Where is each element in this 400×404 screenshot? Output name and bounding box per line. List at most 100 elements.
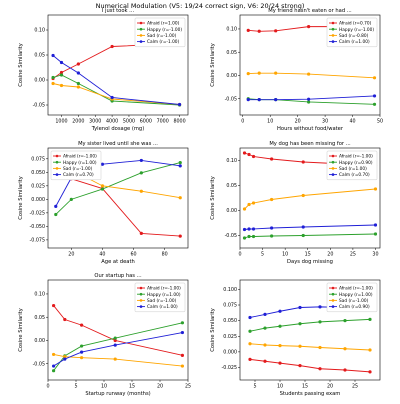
data-point-afraid — [52, 303, 56, 308]
data-point-afraid — [63, 317, 67, 322]
data-point-calm — [59, 60, 64, 65]
data-point-sad — [113, 357, 117, 361]
chart-panel-3: My sister lived until she was ... 20 40 60 8… — [18, 141, 189, 265]
data-point-happy — [100, 187, 105, 191]
y-tick-label: 0.10 — [226, 158, 237, 164]
data-point-afraid — [301, 160, 305, 164]
y-tick-label: -0.05 — [225, 96, 237, 102]
data-point-happy — [298, 322, 302, 326]
y-tick-label: 0.10 — [226, 27, 237, 33]
figure-suptitle: Numerical Modulation (V5: 19/24 correct … — [95, 2, 305, 10]
x-tick-label: 20 — [327, 384, 333, 390]
data-point-calm — [298, 305, 302, 310]
data-point-calm — [139, 158, 143, 163]
legend-label: Happy (r=-1.00) — [339, 27, 374, 33]
data-point-sad — [263, 343, 267, 347]
legend-marker — [55, 173, 59, 176]
data-point-afraid — [251, 154, 256, 159]
data-point-calm — [113, 343, 117, 347]
data-point-sad — [247, 202, 251, 207]
legend: Afraid (r=1.00)Happy (r=-1.00)Sad (r=-1.… — [134, 17, 186, 48]
legend-marker — [331, 173, 335, 176]
legend-label: Afraid (r=-1.00) — [339, 286, 373, 292]
legend-marker — [331, 21, 335, 25]
x-tick-label: 10 — [282, 252, 288, 258]
legend-box — [326, 282, 378, 313]
data-point-sad — [298, 344, 302, 348]
y-axis-label: Cosine Similarity — [18, 176, 24, 220]
data-point-sad — [139, 189, 143, 193]
legend-marker — [55, 154, 59, 158]
data-point-afraid — [274, 29, 278, 33]
y-tick-label: 0.00 — [226, 208, 237, 214]
y-tick-label: 0.05 — [34, 53, 45, 59]
chart-panel-1: I just took ... 1000 2000 3000 4000 5000 6000 7… — [18, 8, 189, 132]
legend: Afraid (r=-1.00)Happy (r=1.00)Sad (r=-1.… — [50, 150, 102, 181]
data-point-happy — [270, 234, 274, 238]
legend-marker — [139, 21, 143, 25]
data-point-happy — [51, 75, 55, 80]
data-point-happy — [139, 171, 143, 175]
legend-label: Sad (r=-1.00) — [147, 33, 177, 39]
data-point-afraid — [180, 353, 184, 357]
data-point-afraid — [59, 70, 64, 75]
data-point-sad — [307, 72, 311, 76]
x-tick-label: 0 — [241, 119, 244, 125]
x-tick-label: 20 — [327, 252, 333, 258]
y-tick-label: 0.00 — [34, 338, 45, 344]
data-point-calm — [180, 330, 184, 335]
data-point-sad — [301, 193, 305, 198]
data-point-happy — [180, 321, 184, 325]
chart-panel-2: My friend hasn't eaten or had ... 0 10 20 30… — [210, 8, 383, 132]
legend-label: Calm (r=0.70) — [63, 172, 94, 178]
data-point-sad — [373, 187, 378, 191]
legend-marker — [139, 40, 143, 43]
data-point-afraid — [343, 368, 347, 372]
data-point-calm — [278, 309, 282, 313]
data-point-calm — [257, 98, 261, 102]
data-point-afraid — [307, 25, 311, 29]
x-tick-label: 15 — [305, 252, 311, 258]
legend-label: Calm (r=-1.00) — [147, 39, 180, 45]
legend-marker — [331, 160, 335, 164]
data-point-afraid — [246, 28, 250, 32]
data-point-sad — [52, 352, 56, 357]
data-point-afraid — [368, 370, 372, 374]
legend-marker — [139, 34, 143, 37]
legend-marker — [55, 167, 59, 170]
legend-label: Happy (r=1.00) — [147, 292, 181, 298]
data-point-calm — [270, 226, 274, 230]
data-point-calm — [177, 102, 182, 107]
data-point-happy — [247, 234, 251, 239]
x-axis-label: Age at death — [101, 259, 135, 265]
legend-marker — [331, 27, 335, 31]
y-axis-label: Cosine Similarity — [18, 308, 24, 352]
data-point-sad — [100, 184, 105, 188]
data-point-happy — [248, 329, 252, 333]
x-axis-label: Students passing exam — [280, 391, 341, 397]
legend: Afraid (r=0.70)Happy (r=-1.00)Sad (r=-0.… — [326, 17, 378, 48]
data-point-happy — [52, 369, 56, 373]
legend-marker — [331, 286, 335, 290]
data-point-calm — [251, 227, 256, 231]
x-tick-label: 6000 — [140, 119, 152, 125]
chart-panel-5: Our startup has ... 0 5 10 15 20 25 -0.05 0.00 0.… — [18, 273, 191, 397]
data-point-happy — [80, 344, 84, 348]
data-point-afraid — [298, 364, 302, 368]
x-tick-label: 1000 — [55, 119, 67, 125]
data-point-happy — [178, 160, 182, 165]
data-point-happy — [343, 319, 347, 323]
x-tick-label: 20 — [295, 119, 301, 125]
x-axis-label: Startup runway (months) — [85, 391, 150, 397]
x-tick-label: 3000 — [89, 119, 101, 125]
legend-label: Sad (r=-1.00) — [147, 298, 177, 304]
x-tick-label: 25 — [352, 384, 358, 390]
legend-label: Calm (r=1.00) — [339, 39, 370, 45]
legend-label: Calm (r=0.90) — [339, 304, 370, 310]
data-point-happy — [368, 317, 372, 321]
x-tick-label: 15 — [302, 384, 308, 390]
data-point-happy — [372, 102, 377, 106]
chart-title: My dog has been missing for ... — [269, 141, 351, 147]
